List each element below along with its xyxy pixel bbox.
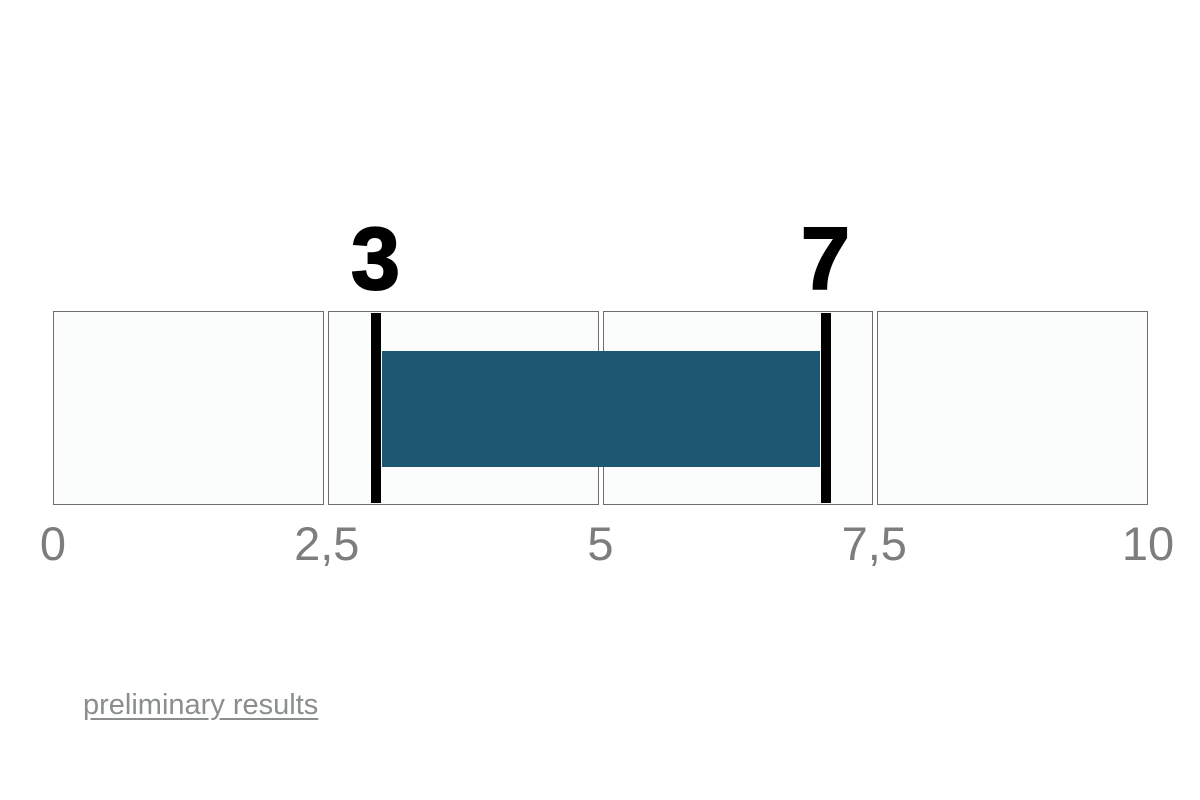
scale-segment-4 — [877, 311, 1148, 505]
scale-segment-1 — [53, 311, 324, 505]
axis-tick-label-5: 5 — [587, 517, 614, 570]
axis-tick-label-0: 0 — [39, 517, 67, 570]
range-end-label: 7 — [800, 209, 851, 308]
preliminary-results-link[interactable]: preliminary results — [83, 689, 319, 721]
axis-tick-label-7-5: 7,5 — [841, 517, 907, 570]
scale-track: 3 7 — [53, 214, 1148, 505]
range-start-label: 3 — [350, 209, 401, 308]
range-start-marker — [370, 313, 381, 503]
range-bar — [381, 351, 820, 467]
range-end-marker — [820, 313, 831, 503]
axis-tick-label-2-5: 2,5 — [294, 517, 360, 570]
axis-tick-labels: 0 2,5 5 7,5 10 — [40, 516, 1174, 586]
axis-tick-label-10: 10 — [1121, 517, 1175, 570]
